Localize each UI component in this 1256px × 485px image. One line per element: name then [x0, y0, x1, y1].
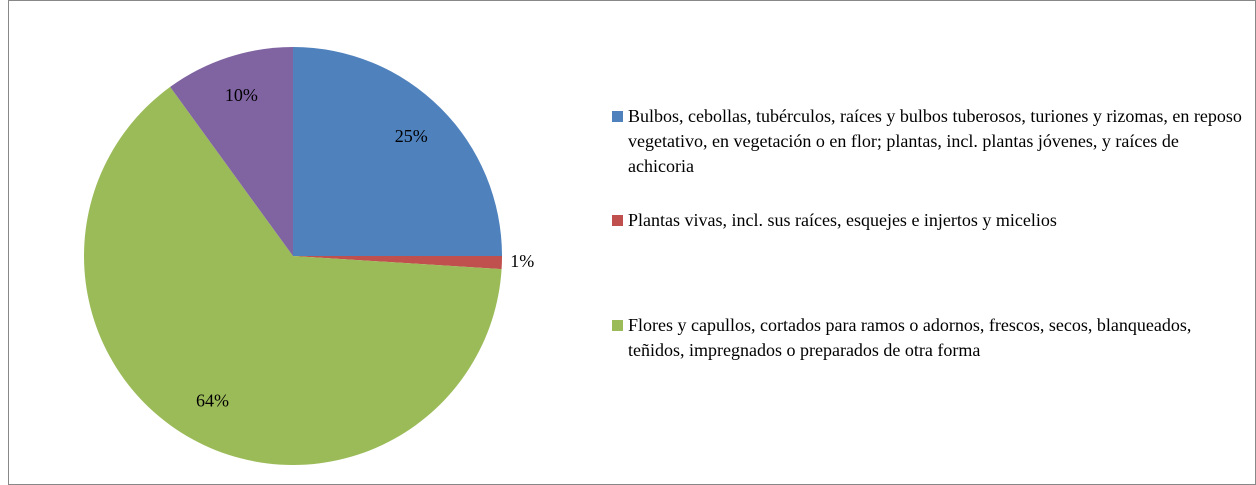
data-label: 10%: [225, 85, 258, 105]
pie-slice: [293, 47, 502, 256]
legend-item: Flores y capullos, cortados para ramos o…: [612, 313, 1248, 363]
legend-item: Bulbos, cebollas, tubérculos, raíces y b…: [612, 104, 1248, 179]
legend-label: Bulbos, cebollas, tubérculos, raíces y b…: [628, 106, 1242, 176]
data-label: 25%: [395, 126, 428, 146]
pie-slice: [293, 256, 502, 270]
data-label: 64%: [196, 391, 229, 411]
legend-label: Plantas vivas, incl. sus raíces, esqueje…: [628, 210, 1057, 230]
legend-item: Plantas vivas, incl. sus raíces, esqueje…: [612, 208, 1248, 233]
pie-slice: [170, 47, 293, 256]
legend-label: Flores y capullos, cortados para ramos o…: [628, 315, 1192, 360]
legend-swatch: [612, 320, 623, 331]
pie-slice: [83, 86, 502, 466]
data-label: 1%: [510, 251, 534, 271]
legend-swatch: [612, 111, 623, 122]
legend-swatch: [612, 215, 623, 226]
